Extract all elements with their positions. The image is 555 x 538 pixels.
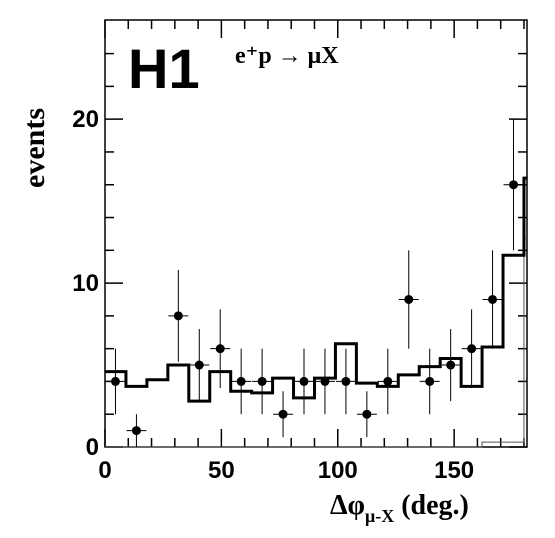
data-point bbox=[236, 376, 246, 386]
data-point bbox=[383, 376, 393, 386]
axis-tick-labels: 0 50 100 150 0 10 20 bbox=[72, 106, 474, 484]
x-tick-label: 100 bbox=[318, 457, 358, 484]
data-point bbox=[362, 409, 372, 419]
data-point bbox=[257, 376, 267, 386]
data-point bbox=[215, 344, 225, 354]
y-tick-label: 10 bbox=[72, 270, 99, 297]
data-point bbox=[110, 376, 120, 386]
expectation-histogram bbox=[105, 176, 527, 403]
data-point bbox=[425, 376, 435, 386]
data-point bbox=[446, 360, 456, 370]
x-axis-title-subscript: μ-X bbox=[365, 506, 394, 526]
x-axis-title: Δφμ-X (deg.) bbox=[330, 490, 469, 526]
data-point bbox=[131, 426, 141, 436]
y-tick-label: 20 bbox=[72, 106, 99, 133]
h1-logo: H1 bbox=[128, 37, 200, 100]
data-points bbox=[105, 119, 524, 447]
data-point bbox=[173, 311, 183, 321]
x-tick-label: 0 bbox=[98, 457, 111, 484]
component-step-line bbox=[105, 238, 527, 448]
data-point bbox=[278, 409, 288, 419]
data-point bbox=[508, 180, 518, 190]
x-axis-title-main: Δφ bbox=[330, 490, 365, 521]
x-axis-title-unit: (deg.) bbox=[394, 490, 469, 521]
data-point bbox=[299, 376, 309, 386]
y-tick-label: 0 bbox=[86, 434, 99, 461]
x-tick-label: 150 bbox=[434, 457, 474, 484]
data-point bbox=[404, 294, 414, 304]
data-point bbox=[194, 360, 204, 370]
data-point bbox=[320, 376, 330, 386]
data-point bbox=[341, 376, 351, 386]
component-histogram bbox=[105, 238, 527, 448]
data-point bbox=[488, 294, 498, 304]
data-point bbox=[467, 344, 477, 354]
y-axis-title: events bbox=[18, 108, 51, 188]
expectation-step-line bbox=[105, 176, 527, 403]
x-tick-label: 50 bbox=[208, 457, 235, 484]
process-label: e⁺p → μX bbox=[235, 43, 339, 69]
